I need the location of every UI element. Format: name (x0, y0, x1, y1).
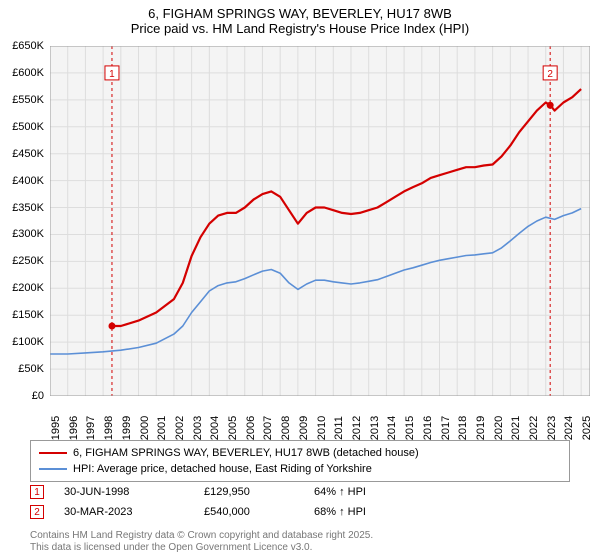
x-tick-label: 2017 (440, 416, 452, 440)
sale-marker-box: 1 (30, 485, 44, 499)
chart-svg: 12 (50, 46, 590, 396)
legend-label: HPI: Average price, detached house, East… (73, 463, 372, 475)
sale-date: 30-MAR-2023 (64, 506, 204, 518)
x-tick-label: 2011 (333, 416, 345, 440)
legend-swatch (39, 452, 67, 454)
x-tick-label: 2005 (227, 416, 239, 440)
x-tick-label: 2023 (546, 416, 558, 440)
x-tick-label: 2014 (386, 416, 398, 440)
x-tick-label: 2020 (493, 416, 505, 440)
legend-row: 6, FIGHAM SPRINGS WAY, BEVERLEY, HU17 8W… (39, 445, 561, 461)
y-axis: £0£50K£100K£150K£200K£250K£300K£350K£400… (0, 46, 48, 396)
y-tick-label: £150K (12, 309, 44, 321)
svg-text:2: 2 (547, 69, 553, 80)
svg-text:1: 1 (109, 69, 115, 80)
title-block: 6, FIGHAM SPRINGS WAY, BEVERLEY, HU17 8W… (0, 0, 600, 38)
x-tick-label: 1997 (85, 416, 97, 440)
y-tick-label: £300K (12, 228, 44, 240)
x-tick-label: 2000 (139, 416, 151, 440)
x-tick-label: 2016 (422, 416, 434, 440)
title-address: 6, FIGHAM SPRINGS WAY, BEVERLEY, HU17 8W… (0, 6, 600, 21)
sale-row: 1 30-JUN-1998£129,95064% ↑ HPI (30, 482, 414, 502)
y-tick-label: £400K (12, 175, 44, 187)
y-tick-label: £550K (12, 94, 44, 106)
legend-row: HPI: Average price, detached house, East… (39, 461, 561, 477)
legend-swatch (39, 468, 67, 470)
sale-pct: 64% ↑ HPI (314, 486, 414, 498)
x-tick-label: 2024 (563, 416, 575, 440)
y-tick-label: £50K (18, 363, 44, 375)
chart-container: 6, FIGHAM SPRINGS WAY, BEVERLEY, HU17 8W… (0, 0, 600, 560)
x-tick-label: 2001 (156, 416, 168, 440)
x-tick-label: 2002 (174, 416, 186, 440)
y-tick-label: £250K (12, 255, 44, 267)
sale-pct: 68% ↑ HPI (314, 506, 414, 518)
y-tick-label: £350K (12, 202, 44, 214)
x-tick-label: 2007 (262, 416, 274, 440)
y-tick-label: £200K (12, 282, 44, 294)
x-tick-label: 1996 (68, 416, 80, 440)
x-tick-label: 2009 (298, 416, 310, 440)
y-tick-label: £600K (12, 67, 44, 79)
x-tick-label: 1998 (103, 416, 115, 440)
x-tick-label: 2025 (581, 416, 593, 440)
footer-line1: Contains HM Land Registry data © Crown c… (30, 530, 373, 542)
x-axis: 1995 1996 1997 1998 1999 2000 2001 2002 2003 2004… (50, 398, 590, 438)
legend: 6, FIGHAM SPRINGS WAY, BEVERLEY, HU17 8W… (30, 440, 570, 482)
y-tick-label: £100K (12, 336, 44, 348)
y-tick-label: £500K (12, 121, 44, 133)
x-tick-label: 2019 (475, 416, 487, 440)
y-tick-label: £0 (32, 390, 44, 402)
sale-price: £540,000 (204, 506, 314, 518)
sale-date: 30-JUN-1998 (64, 486, 204, 498)
chart-area: 12 (50, 46, 590, 396)
y-tick-label: £650K (12, 40, 44, 52)
x-tick-label: 2015 (404, 416, 416, 440)
x-tick-label: 1999 (121, 416, 133, 440)
x-tick-label: 2018 (457, 416, 469, 440)
x-tick-label: 2022 (528, 416, 540, 440)
x-tick-label: 2013 (369, 416, 381, 440)
x-tick-label: 2010 (316, 416, 328, 440)
x-tick-label: 2012 (351, 416, 363, 440)
x-tick-label: 2003 (192, 416, 204, 440)
x-tick-label: 2004 (209, 416, 221, 440)
sale-marker-box: 2 (30, 505, 44, 519)
x-tick-label: 2021 (510, 416, 522, 440)
title-subtitle: Price paid vs. HM Land Registry's House … (0, 21, 600, 36)
x-tick-label: 2006 (245, 416, 257, 440)
legend-label: 6, FIGHAM SPRINGS WAY, BEVERLEY, HU17 8W… (73, 447, 419, 459)
sales-table: 1 30-JUN-1998£129,95064% ↑ HPI 2 30-MAR-202… (30, 482, 414, 522)
sale-row: 2 30-MAR-2023£540,00068% ↑ HPI (30, 502, 414, 522)
footer-line2: This data is licensed under the Open Gov… (30, 542, 373, 554)
x-tick-label: 1995 (50, 416, 62, 440)
sale-price: £129,950 (204, 486, 314, 498)
y-tick-label: £450K (12, 148, 44, 160)
x-tick-label: 2008 (280, 416, 292, 440)
footer: Contains HM Land Registry data © Crown c… (30, 530, 373, 554)
